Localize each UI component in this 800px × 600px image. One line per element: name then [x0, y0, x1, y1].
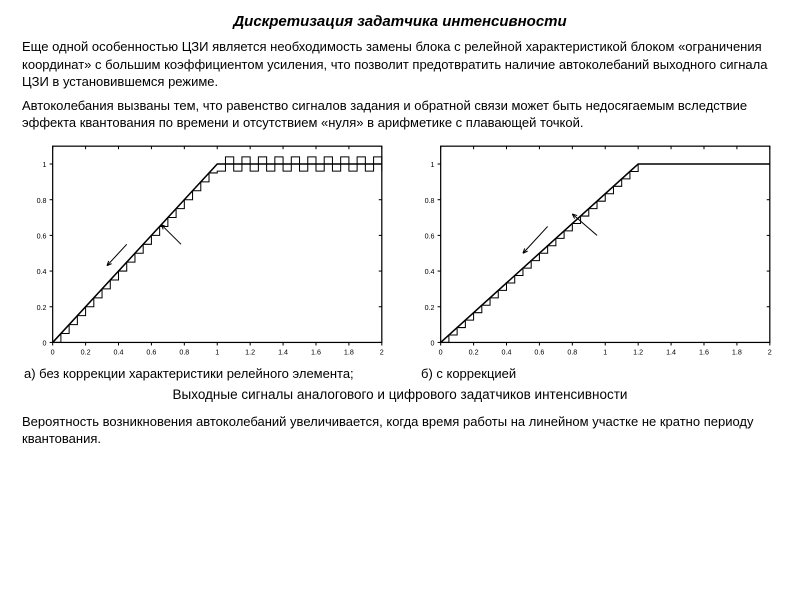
svg-text:0: 0 [439, 349, 443, 357]
svg-text:1.8: 1.8 [344, 349, 354, 357]
svg-text:0.8: 0.8 [179, 349, 189, 357]
chart-a-wrap: 0 0.2 0.4 0.6 0.8 1 1.2 1.4 1.6 1.8 2 0 0.2 0.4 0.6 0.8… [22, 138, 390, 363]
charts-row: 0 0.2 0.4 0.6 0.8 1 1.2 1.4 1.6 1.8 2 0 0.2 0.4 0.6 0.8… [22, 138, 778, 363]
svg-text:0.4: 0.4 [37, 268, 47, 276]
svg-text:0.2: 0.2 [37, 304, 47, 312]
svg-text:0.6: 0.6 [146, 349, 156, 357]
svg-text:0.4: 0.4 [114, 349, 124, 357]
svg-text:0: 0 [431, 339, 435, 347]
svg-text:1: 1 [215, 349, 219, 357]
svg-text:1.6: 1.6 [311, 349, 321, 357]
svg-text:0.8: 0.8 [425, 197, 435, 205]
paragraph-3: Вероятность возникновения автоколебаний … [22, 413, 778, 448]
svg-text:1: 1 [603, 349, 607, 357]
figure-caption: Выходные сигналы аналогового и цифрового… [22, 386, 778, 404]
svg-text:0.6: 0.6 [425, 232, 435, 240]
svg-text:2: 2 [380, 349, 384, 357]
chart-b: 0 0.2 0.4 0.6 0.8 1 1.2 1.4 1.6 1.8 2 0 0.2 0.4 0.6 0.8… [410, 138, 778, 363]
chart-b-wrap: 0 0.2 0.4 0.6 0.8 1 1.2 1.4 1.6 1.8 2 0 0.2 0.4 0.6 0.8… [410, 138, 778, 363]
svg-text:0.8: 0.8 [37, 197, 47, 205]
svg-text:1.4: 1.4 [666, 349, 676, 357]
svg-text:0.2: 0.2 [81, 349, 91, 357]
svg-text:0.8: 0.8 [567, 349, 577, 357]
paragraph-1: Еще одной особенностью ЦЗИ является необ… [22, 38, 778, 91]
svg-text:1: 1 [431, 161, 435, 169]
svg-text:1: 1 [43, 161, 47, 169]
caption-a: а) без коррекции характеристики релейног… [22, 365, 381, 383]
svg-text:0.2: 0.2 [469, 349, 479, 357]
svg-text:1.6: 1.6 [699, 349, 709, 357]
svg-text:0.4: 0.4 [502, 349, 512, 357]
svg-text:1.2: 1.2 [245, 349, 255, 357]
caption-b: б) с коррекцией [381, 365, 778, 383]
paragraph-2: Автоколебания вызваны тем, что равенство… [22, 97, 778, 132]
svg-text:1.2: 1.2 [633, 349, 643, 357]
svg-text:2: 2 [768, 349, 772, 357]
svg-text:1.4: 1.4 [278, 349, 288, 357]
svg-text:0: 0 [51, 349, 55, 357]
svg-text:0.2: 0.2 [425, 304, 435, 312]
svg-text:0.6: 0.6 [37, 232, 47, 240]
svg-text:0.6: 0.6 [534, 349, 544, 357]
chart-a: 0 0.2 0.4 0.6 0.8 1 1.2 1.4 1.6 1.8 2 0 0.2 0.4 0.6 0.8… [22, 138, 390, 363]
svg-text:0.4: 0.4 [425, 268, 435, 276]
captions-row: а) без коррекции характеристики релейног… [22, 365, 778, 383]
page-title: Дискретизация задатчика интенсивности [22, 12, 778, 32]
svg-text:0: 0 [43, 339, 47, 347]
svg-text:1.8: 1.8 [732, 349, 742, 357]
